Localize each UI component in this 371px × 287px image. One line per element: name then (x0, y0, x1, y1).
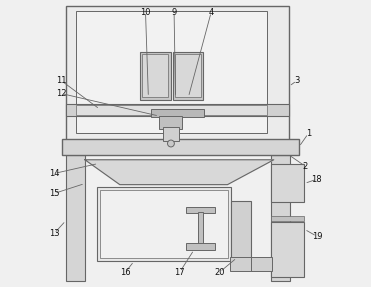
Bar (198, 212, 203, 243)
Bar (186, 243, 216, 250)
Bar (270, 164, 304, 202)
Bar (100, 190, 228, 258)
Bar (163, 127, 179, 141)
Text: 10: 10 (140, 8, 151, 17)
Bar (186, 207, 216, 214)
Text: 14: 14 (49, 169, 59, 178)
Bar (66, 5, 289, 140)
Bar (66, 155, 85, 281)
Text: 4: 4 (209, 8, 214, 17)
Text: 16: 16 (120, 267, 131, 277)
Bar (76, 11, 267, 133)
Bar (159, 116, 182, 129)
Bar (62, 139, 299, 155)
Text: 17: 17 (174, 267, 185, 277)
Text: 13: 13 (49, 229, 59, 238)
Text: 19: 19 (312, 232, 322, 241)
Text: 3: 3 (294, 76, 299, 85)
Bar (66, 104, 289, 116)
Bar (97, 187, 231, 261)
Bar (231, 201, 251, 258)
Bar (271, 155, 290, 281)
Polygon shape (85, 160, 274, 185)
Text: 11: 11 (56, 76, 66, 85)
Bar (173, 52, 204, 100)
Bar (175, 55, 201, 97)
Bar (230, 257, 252, 271)
Bar (270, 216, 304, 222)
Text: 20: 20 (214, 267, 225, 277)
Text: 1: 1 (306, 129, 311, 138)
Bar (140, 52, 171, 100)
Bar (142, 55, 168, 97)
Bar (151, 109, 204, 117)
Bar (76, 105, 267, 115)
Text: 18: 18 (312, 175, 322, 184)
Bar (251, 257, 272, 271)
Text: 9: 9 (171, 8, 177, 17)
Text: 12: 12 (56, 89, 66, 98)
Text: 2: 2 (303, 162, 308, 171)
Circle shape (168, 140, 174, 147)
Bar (270, 222, 304, 278)
Text: 15: 15 (49, 189, 59, 198)
